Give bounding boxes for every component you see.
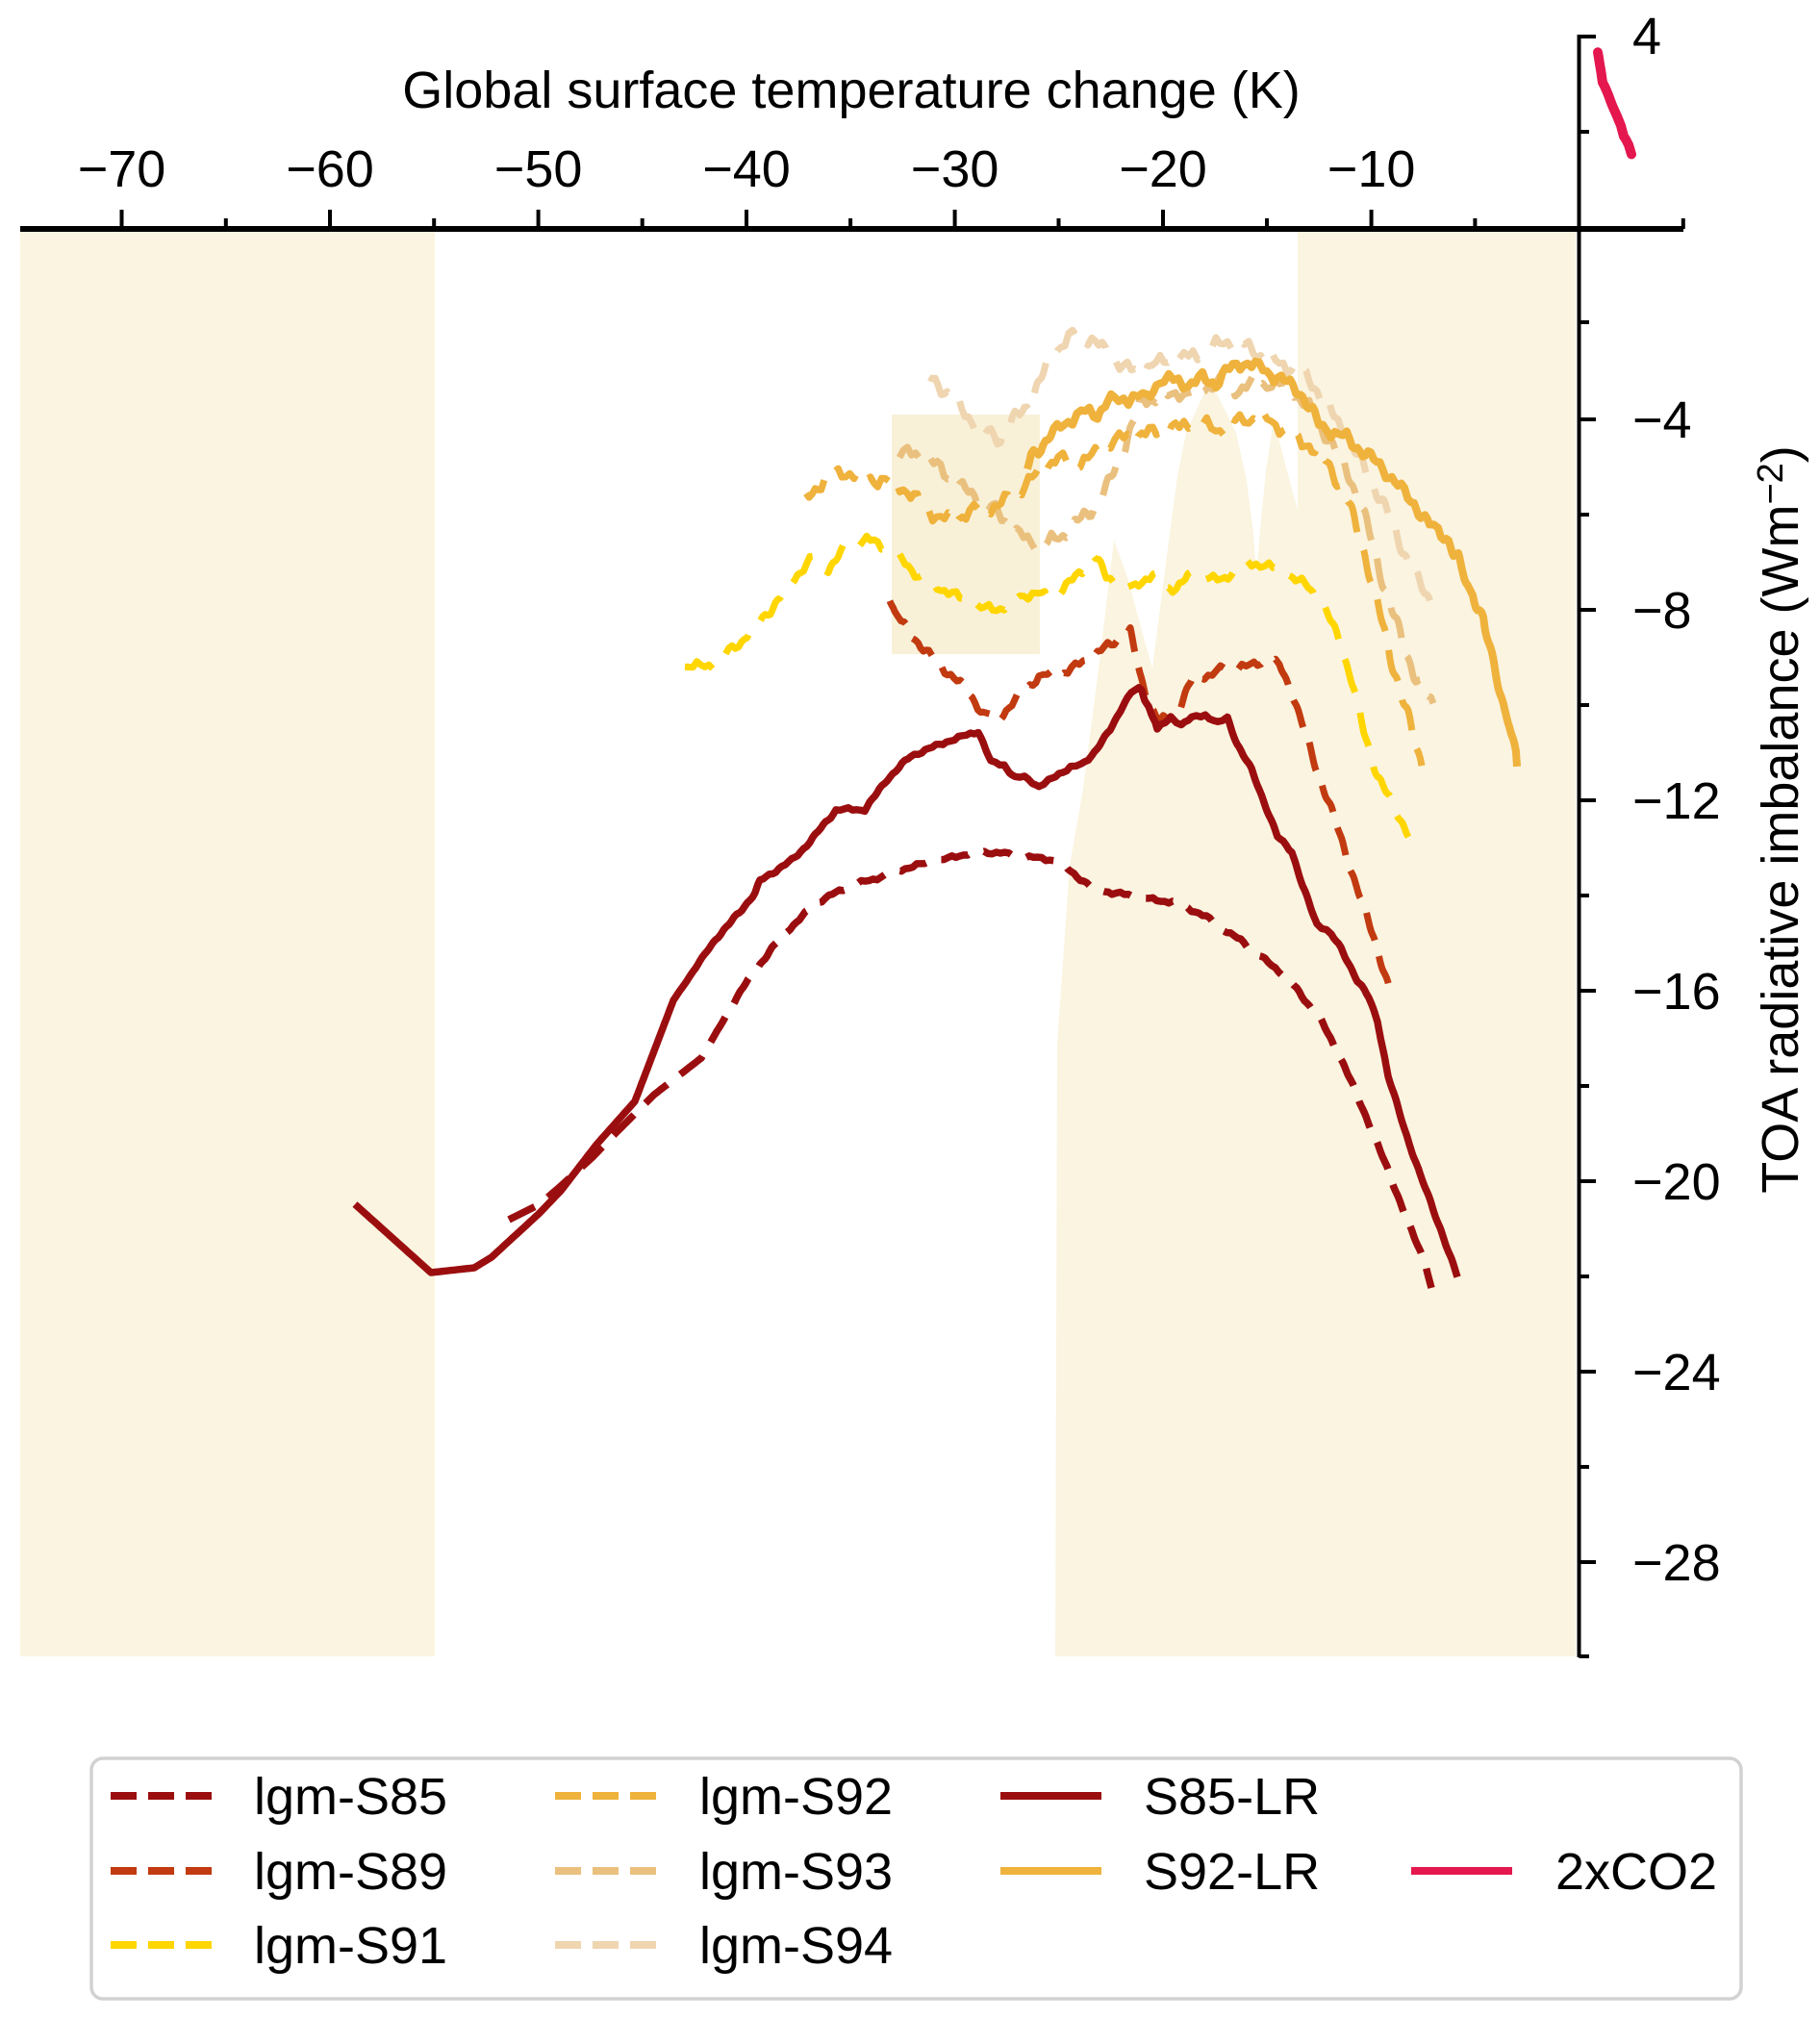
svg-text:lgm-S92: lgm-S92: [699, 1768, 893, 1826]
svg-text:S92-LR: S92-LR: [1144, 1843, 1320, 1901]
svg-text:−20: −20: [1119, 140, 1207, 198]
svg-text:−50: −50: [494, 140, 583, 198]
svg-text:−12: −12: [1632, 772, 1721, 830]
svg-text:4: 4: [1632, 8, 1661, 65]
svg-text:−40: −40: [702, 140, 791, 198]
svg-text:−10: −10: [1327, 140, 1416, 198]
svg-text:lgm-S94: lgm-S94: [699, 1917, 893, 1975]
svg-text:Global surface temperature cha: Global surface temperature change (K): [402, 62, 1300, 119]
svg-text:lgm-S93: lgm-S93: [699, 1843, 893, 1901]
svg-text:−16: −16: [1632, 963, 1721, 1021]
svg-text:lgm-S89: lgm-S89: [254, 1843, 447, 1901]
svg-text:−20: −20: [1632, 1153, 1721, 1211]
svg-text:−28: −28: [1632, 1534, 1721, 1592]
svg-text:−4: −4: [1632, 391, 1692, 449]
svg-text:−8: −8: [1632, 582, 1692, 640]
svg-text:−30: −30: [911, 140, 999, 198]
svg-text:−60: −60: [286, 140, 374, 198]
svg-text:TOA radiative imbalance (Wm−2): TOA radiative imbalance (Wm−2): [1751, 445, 1809, 1194]
svg-text:lgm-S85: lgm-S85: [254, 1768, 447, 1826]
svg-text:−70: −70: [78, 140, 166, 198]
svg-text:−24: −24: [1632, 1344, 1721, 1401]
svg-text:lgm-S91: lgm-S91: [254, 1917, 447, 1975]
svg-text:2xCO2: 2xCO2: [1555, 1843, 1717, 1901]
svg-text:S85-LR: S85-LR: [1144, 1768, 1320, 1826]
